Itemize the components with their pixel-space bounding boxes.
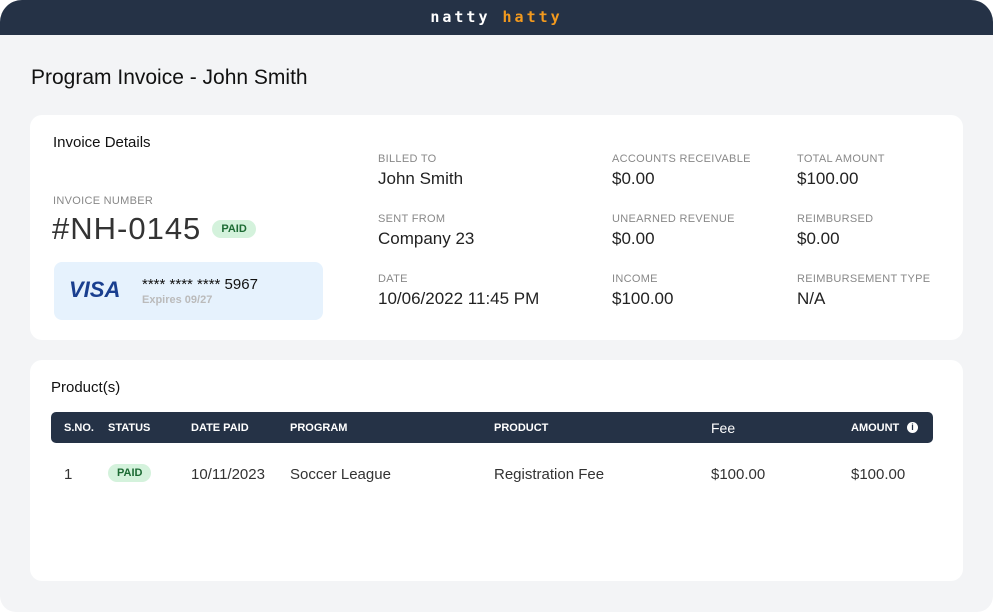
field-label: ACCOUNTS RECEIVABLE [612, 153, 751, 165]
invoice-number: #NH-0145 [52, 211, 202, 246]
brand-logo-part2: hatty [502, 8, 563, 26]
field-value: 10/06/2022 11:45 PM [378, 289, 540, 308]
field-total-amount: TOTAL AMOUNT $100.00 [797, 153, 885, 189]
brand-logo-part1: natty [430, 8, 491, 26]
cell-amount: $100.00 [851, 466, 906, 483]
field-reimbursed: REIMBURSED $0.00 [797, 213, 873, 249]
col-sno: S.NO. [64, 422, 94, 434]
section-heading: Invoice Details [53, 134, 151, 151]
status-badge: PAID [212, 220, 256, 238]
field-sent-from: SENT FROM Company 23 [378, 213, 474, 249]
field-label: INCOME [612, 273, 658, 285]
info-icon[interactable]: i [907, 422, 918, 433]
section-heading: Product(s) [51, 379, 121, 396]
field-value: Company 23 [378, 229, 475, 248]
cell-program: Soccer League [290, 466, 391, 483]
table-header: S.NO. STATUS DATE PAID PROGRAM PRODUCT F… [51, 412, 933, 443]
field-income: INCOME $100.00 [612, 273, 673, 309]
field-billed-to: BILLED TO John Smith [378, 153, 463, 189]
field-value: $100.00 [797, 169, 859, 188]
field-label: BILLED TO [378, 153, 437, 165]
card-number: **** **** **** 5967 [142, 276, 258, 293]
products-card: Product(s) S.NO. STATUS DATE PAID PROGRA… [30, 360, 963, 581]
col-status: STATUS [108, 422, 151, 434]
invoice-details-card: Invoice Details INVOICE NUMBER #NH-0145 … [30, 115, 963, 340]
field-reimbursement-type: REIMBURSEMENT TYPE N/A [797, 273, 930, 309]
cell-product: Registration Fee [494, 466, 605, 483]
field-value: $100.00 [612, 289, 674, 308]
field-label: DATE [378, 273, 408, 285]
payment-card: VISA **** **** **** 5967 Expires 09/27 [54, 262, 323, 320]
page-title: Program Invoice - John Smith [31, 66, 308, 89]
table-row: 1 PAID 10/11/2023 Soccer League Registra… [51, 460, 933, 490]
field-value: $0.00 [612, 169, 655, 188]
invoice-number-label: INVOICE NUMBER [53, 195, 154, 207]
status-badge: PAID [108, 464, 152, 482]
field-value: $0.00 [612, 229, 655, 248]
field-unearned-revenue: UNEARNED REVENUE $0.00 [612, 213, 735, 249]
col-fee: Fee [711, 420, 736, 436]
col-date-paid: DATE PAID [191, 422, 249, 434]
col-amount: AMOUNT [851, 422, 900, 434]
card-expiry: Expires 09/27 [142, 294, 213, 306]
cell-fee: $100.00 [711, 466, 766, 483]
field-date: DATE 10/06/2022 11:45 PM [378, 273, 539, 309]
field-value: John Smith [378, 169, 464, 188]
brand-bar: natty hatty [0, 0, 993, 35]
col-program: PROGRAM [290, 422, 348, 434]
visa-logo-icon: VISA [69, 277, 121, 302]
field-value: $0.00 [797, 229, 840, 248]
field-label: REIMBURSEMENT TYPE [797, 273, 931, 285]
cell-date-paid: 10/11/2023 [191, 466, 265, 483]
field-accounts-receivable: ACCOUNTS RECEIVABLE $0.00 [612, 153, 751, 189]
field-value: N/A [797, 289, 826, 308]
field-label: TOTAL AMOUNT [797, 153, 885, 165]
field-label: UNEARNED REVENUE [612, 213, 735, 225]
col-product: PRODUCT [494, 422, 549, 434]
cell-sno: 1 [64, 466, 73, 483]
field-label: REIMBURSED [797, 213, 874, 225]
field-label: SENT FROM [378, 213, 446, 225]
